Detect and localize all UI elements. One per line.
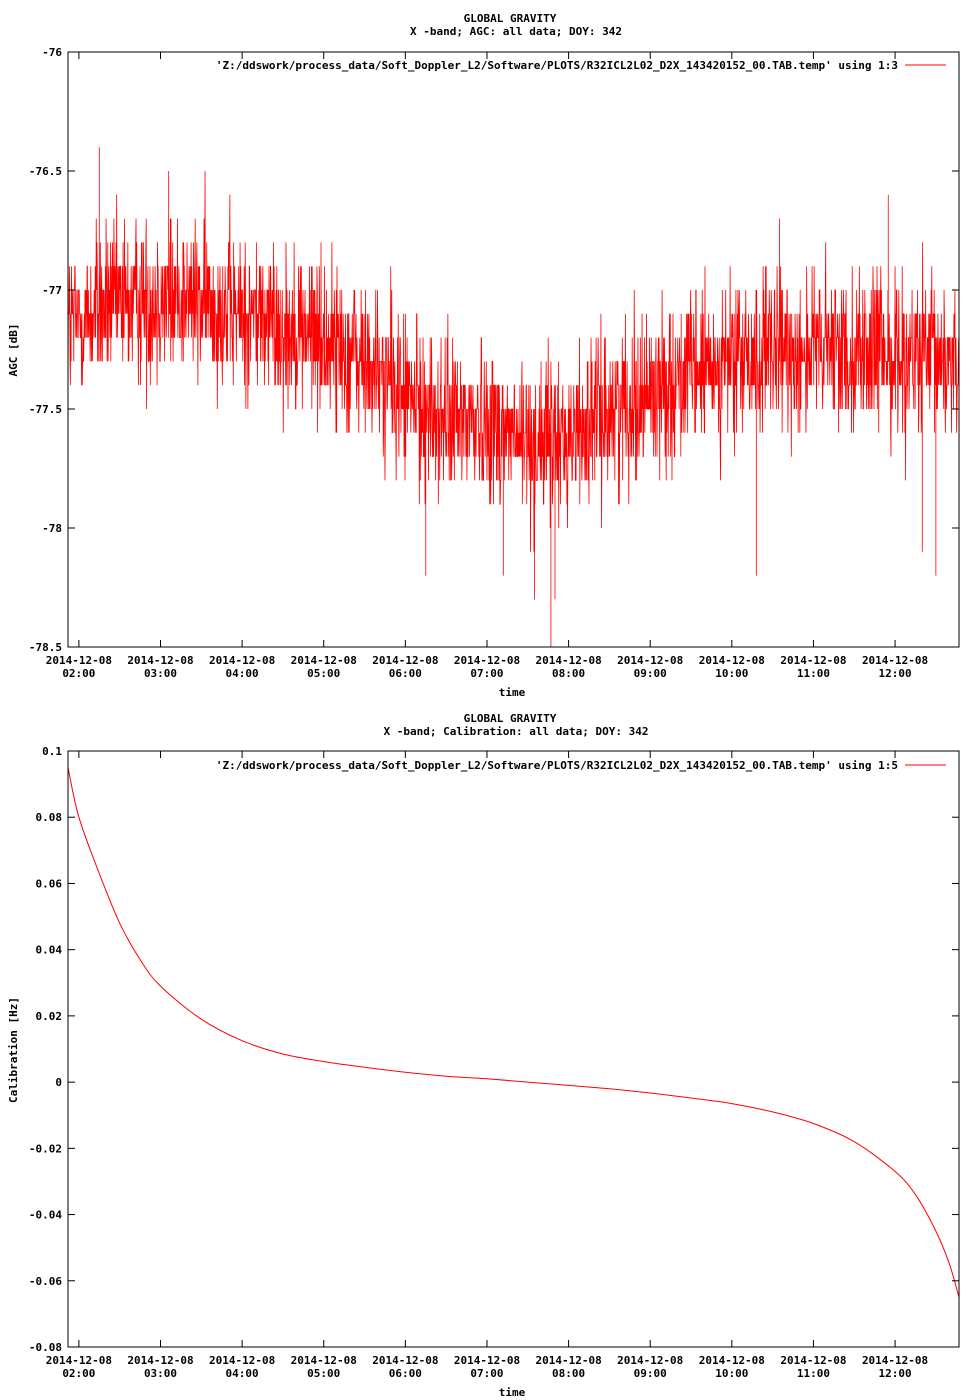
x-tick-time-label: 05:00: [307, 667, 340, 680]
legend: 'Z:/ddswork/process_data/Soft_Doppler_L2…: [216, 759, 946, 772]
x-tick-time-label: 03:00: [144, 1367, 177, 1380]
y-tick-label: -77.5: [29, 403, 62, 416]
x-tick-date-label: 2014-12-08: [454, 654, 520, 667]
y-axis-label: AGC [dB]: [7, 324, 20, 377]
y-tick-label: -76.5: [29, 165, 62, 178]
x-tick-date-label: 2014-12-08: [699, 654, 765, 667]
y-tick-label: -0.02: [29, 1142, 62, 1155]
x-tick-time-label: 05:00: [307, 1367, 340, 1380]
x-tick-date-label: 2014-12-08: [699, 1354, 765, 1367]
plot-area: [67, 767, 960, 1298]
x-tick-time-label: 10:00: [715, 1367, 748, 1380]
y-tick-label: -0.08: [29, 1341, 62, 1354]
x-axis-label: time: [499, 686, 526, 699]
y-tick-label: -76: [42, 46, 62, 59]
x-tick-time-label: 07:00: [470, 1367, 503, 1380]
calibration-chart: GLOBAL GRAVITY X -band; Calibration: all…: [7, 712, 960, 1399]
y-tick-label: 0.1: [42, 745, 62, 758]
x-tick-date-label: 2014-12-08: [454, 1354, 520, 1367]
y-tick-label: 0.02: [36, 1010, 63, 1023]
y-tick-label: -78: [42, 522, 62, 535]
x-tick-time-label: 09:00: [634, 667, 667, 680]
series-line: [67, 147, 960, 647]
x-tick-date-label: 2014-12-08: [862, 1354, 928, 1367]
x-tick-date-label: 2014-12-08: [209, 1354, 275, 1367]
x-tick-time-label: 07:00: [470, 667, 503, 680]
x-tick-date-label: 2014-12-08: [862, 654, 928, 667]
x-tick-time-label: 08:00: [552, 667, 585, 680]
x-tick-date-label: 2014-12-08: [535, 1354, 601, 1367]
x-tick-date-label: 2014-12-08: [535, 654, 601, 667]
series-line: [67, 767, 960, 1298]
x-tick-time-label: 06:00: [389, 667, 422, 680]
legend: 'Z:/ddswork/process_data/Soft_Doppler_L2…: [216, 59, 946, 72]
y-tick-label: -78.5: [29, 641, 62, 654]
x-tick-date-label: 2014-12-08: [780, 1354, 846, 1367]
x-tick-date-label: 2014-12-08: [291, 654, 357, 667]
x-tick-time-label: 11:00: [797, 667, 830, 680]
x-tick-date-label: 2014-12-08: [372, 1354, 438, 1367]
x-tick-time-label: 11:00: [797, 1367, 830, 1380]
x-tick-date-label: 2014-12-08: [127, 1354, 193, 1367]
chart-subtitle: X -band; Calibration: all data; DOY: 342: [384, 725, 649, 738]
plot-area: [67, 147, 960, 647]
y-tick-label: 0.08: [36, 811, 63, 824]
x-tick-date-label: 2014-12-08: [617, 654, 683, 667]
x-tick-time-label: 09:00: [634, 1367, 667, 1380]
x-tick-time-label: 08:00: [552, 1367, 585, 1380]
legend-label: 'Z:/ddswork/process_data/Soft_Doppler_L2…: [216, 759, 898, 772]
y-tick-label: -0.04: [29, 1209, 62, 1222]
x-tick-time-label: 10:00: [715, 667, 748, 680]
x-tick-time-label: 04:00: [226, 1367, 259, 1380]
legend-label: 'Z:/ddswork/process_data/Soft_Doppler_L2…: [216, 59, 898, 72]
agc-chart: GLOBAL GRAVITY X -band; AGC: all data; D…: [7, 12, 960, 699]
x-tick-time-label: 02:00: [62, 1367, 95, 1380]
plot-frame: [67, 750, 960, 1348]
x-tick-time-label: 12:00: [879, 667, 912, 680]
y-tick-label: -77: [42, 284, 62, 297]
y-axis-label: Calibration [Hz]: [7, 997, 20, 1103]
chart-title: GLOBAL GRAVITY: [464, 712, 557, 725]
y-tick-label: 0.04: [36, 944, 63, 957]
chart-title: GLOBAL GRAVITY: [464, 12, 557, 25]
x-tick-time-label: 06:00: [389, 1367, 422, 1380]
y-tick-label: 0.06: [36, 877, 63, 890]
x-tick-date-label: 2014-12-08: [127, 654, 193, 667]
x-tick-date-label: 2014-12-08: [617, 1354, 683, 1367]
x-tick-date-label: 2014-12-08: [291, 1354, 357, 1367]
x-tick-date-label: 2014-12-08: [372, 654, 438, 667]
x-tick-time-label: 03:00: [144, 667, 177, 680]
x-tick-time-label: 02:00: [62, 667, 95, 680]
x-tick-date-label: 2014-12-08: [46, 654, 112, 667]
y-tick-label: 0: [55, 1076, 62, 1089]
chart-subtitle: X -band; AGC: all data; DOY: 342: [410, 25, 622, 38]
x-tick-time-label: 04:00: [226, 667, 259, 680]
x-tick-date-label: 2014-12-08: [780, 654, 846, 667]
x-axis-label: time: [499, 1386, 526, 1399]
y-tick-label: -0.06: [29, 1275, 62, 1288]
x-tick-time-label: 12:00: [879, 1367, 912, 1380]
plot-frame: [67, 51, 960, 648]
x-tick-date-label: 2014-12-08: [46, 1354, 112, 1367]
x-tick-date-label: 2014-12-08: [209, 654, 275, 667]
